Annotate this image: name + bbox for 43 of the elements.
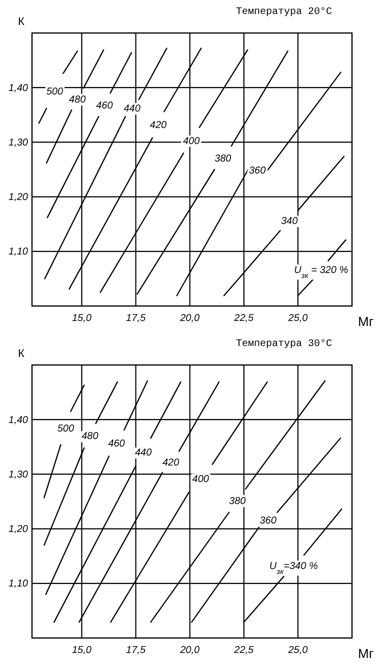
series-label: 380 (214, 153, 232, 164)
chart-title: Температура 20°C (236, 7, 332, 18)
x-tick-label: 15,0 (72, 645, 92, 656)
y-axis-title: К (18, 348, 25, 360)
x-tick-label: 22,5 (233, 645, 254, 656)
chart-title: Температура 30°С (236, 339, 332, 350)
x-tick-label: 25,0 (287, 645, 308, 656)
x-tick-label: 20,0 (179, 645, 200, 656)
y-axis-title: К (18, 16, 25, 28)
y-tick-label: 1,40 (8, 414, 28, 426)
series-label: 460 (108, 438, 126, 450)
y-tick-label: 1,30 (8, 469, 28, 480)
y-tick-label: 1,20 (8, 524, 28, 535)
series-label: 360 (248, 165, 266, 176)
x-axis-title: Мг (358, 314, 374, 329)
x-tick-label: 15,0 (72, 313, 92, 324)
series-label: 460 (96, 100, 114, 112)
y-tick-label: 1,20 (8, 192, 28, 203)
series-label: 500 (57, 424, 75, 435)
series-label: 340 (280, 216, 298, 228)
series-label: 440 (124, 104, 141, 115)
series-label: 440 (135, 448, 152, 459)
x-tick-label: 17,5 (126, 645, 146, 656)
series-label: U$_{зк}$ = 320 % (294, 265, 348, 280)
series-label: 360 (260, 515, 277, 526)
y-tick-label: 1,30 (8, 137, 28, 148)
x-tick-label: 22,5 (233, 313, 254, 324)
y-tick-label: 1,10 (8, 578, 28, 590)
series-label: 420 (150, 120, 168, 132)
series-label: 380 (229, 496, 246, 508)
x-tick-label: 17,5 (126, 313, 146, 324)
y-tick-label: 1,40 (8, 82, 28, 94)
series-label: 480 (82, 431, 99, 442)
series-label: U$_{зк}$=340 % (269, 561, 318, 576)
series-label: 400 (183, 136, 200, 147)
y-tick-label: 1,10 (8, 246, 28, 258)
x-tick-label: 20,0 (179, 313, 200, 324)
x-tick-label: 25,0 (287, 313, 308, 324)
series-label: 420 (162, 457, 180, 468)
x-axis-title: Мг (358, 646, 374, 661)
series-label: 480 (69, 94, 86, 106)
series-label: 400 (192, 474, 210, 485)
series-label: 500 (46, 86, 64, 98)
